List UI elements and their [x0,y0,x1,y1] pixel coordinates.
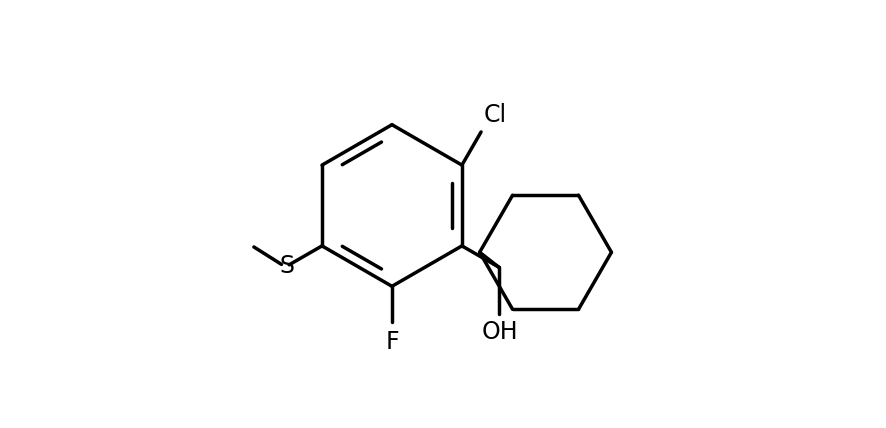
Text: S: S [279,254,294,278]
Text: Cl: Cl [483,103,506,127]
Text: F: F [385,330,399,354]
Text: OH: OH [481,320,518,344]
